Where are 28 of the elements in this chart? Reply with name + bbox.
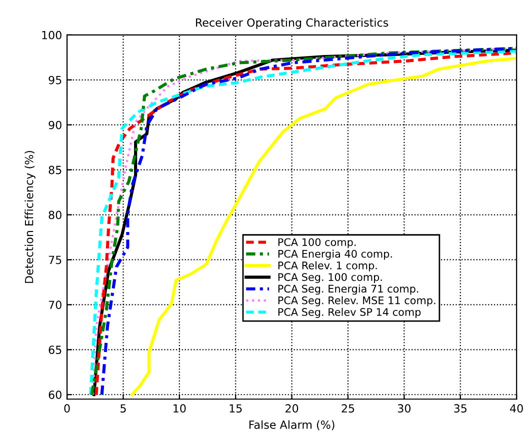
y-tick-label: 65 xyxy=(48,346,62,354)
x-tick-label: 10 xyxy=(174,404,186,413)
x-tick-label: 15 xyxy=(230,404,242,413)
legend-label: PCA Relev. 1 comp. xyxy=(278,261,377,272)
x-tick-label: 20 xyxy=(286,404,298,413)
y-tick-label: 100 xyxy=(42,30,62,40)
legend-label: PCA Seg. 100 comp. xyxy=(278,273,382,284)
legend-label: PCA 100 comp. xyxy=(278,238,356,248)
x-tick-label: 35 xyxy=(454,404,466,413)
x-tick-label: 40 xyxy=(510,404,523,413)
x-tick-label: 5 xyxy=(120,404,126,413)
x-tick-label: 30 xyxy=(398,404,411,413)
chart-title: Receiver Operating Characteristics xyxy=(196,18,388,29)
y-tick-label: 75 xyxy=(48,256,62,264)
y-tick-label: 90 xyxy=(48,120,62,130)
legend-label: PCA Seg. Energia 71 comp. xyxy=(278,284,418,295)
y-tick-label: 85 xyxy=(48,166,62,174)
y-axis-title: Detection Efficiency (%) xyxy=(24,151,36,283)
y-tick-label: 70 xyxy=(48,300,62,310)
y-tick-label: 80 xyxy=(48,210,62,220)
legend-label: PCA Seg. Relev SP 14 comp xyxy=(278,308,421,318)
legend-label: PCA Seg. Relev. MSE 11 comp. xyxy=(278,296,436,306)
x-tick-label: 25 xyxy=(342,404,354,413)
x-axis-title: False Alarm (%) xyxy=(249,420,334,430)
y-tick-label: 95 xyxy=(48,76,62,84)
x-tick-label: 0 xyxy=(64,404,70,413)
y-tick-label: 60 xyxy=(48,390,62,400)
legend-label: PCA Energia 40 comp. xyxy=(278,250,392,260)
